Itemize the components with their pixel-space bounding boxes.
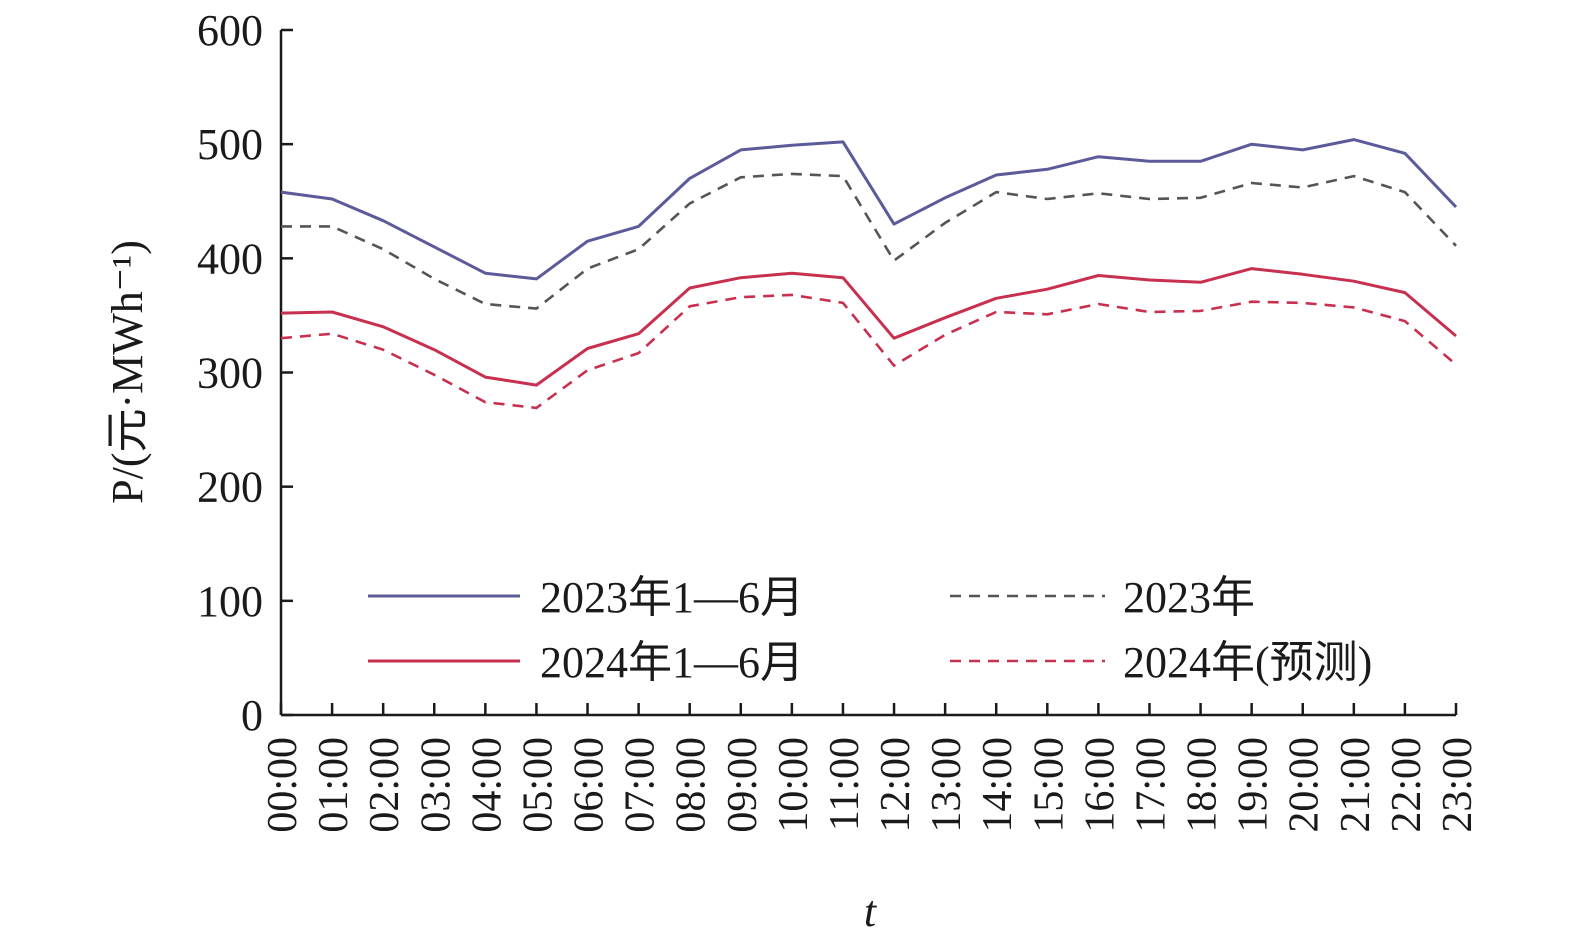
- legend-label-0: 2023年1—6月: [540, 573, 804, 622]
- y-axis-title: P/(元·MWh⁻¹): [103, 240, 152, 504]
- x-tick-label: 21:00: [1333, 737, 1379, 833]
- series-layer: [280, 138, 1458, 410]
- x-tick-label: 17:00: [1128, 737, 1174, 833]
- legend-label-1: 2024年1—6月: [540, 638, 804, 687]
- x-tick-label: 23:00: [1435, 737, 1481, 833]
- x-tick-label: 08:00: [669, 737, 715, 833]
- x-tick-label: 15:00: [1026, 737, 1072, 833]
- y-tick-label: 300: [197, 349, 263, 398]
- y-tick-label: 0: [241, 691, 263, 740]
- y-tick-label: 400: [197, 234, 263, 283]
- y-tick-label: 200: [197, 463, 263, 512]
- x-tick-label: 20:00: [1282, 737, 1328, 833]
- x-tick-label: 06:00: [567, 737, 613, 833]
- x-tick-label: 04:00: [464, 737, 510, 833]
- x-tick-label: 01:00: [311, 737, 357, 833]
- x-tick-label: 03:00: [413, 737, 459, 833]
- y-axis: 0 100 200 300 400 500 600: [197, 6, 293, 740]
- x-tick-label: 12:00: [873, 737, 919, 833]
- x-tick-label: 16:00: [1077, 737, 1123, 833]
- x-tick-label: 11:00: [822, 737, 868, 831]
- series-line-2: [281, 172, 1457, 310]
- legend-label-2: 2023年: [1123, 573, 1255, 622]
- legend-label-3: 2024年(预测): [1123, 638, 1372, 687]
- series-line-0: [280, 138, 1458, 281]
- x-tick-label: 05:00: [515, 737, 561, 833]
- x-tick-label: 18:00: [1180, 737, 1226, 833]
- x-tick-label: 07:00: [618, 737, 664, 833]
- series-line-3: [280, 293, 1457, 410]
- x-tick-label: 00:00: [260, 737, 306, 833]
- x-axis: 00:00 01:00 02:00 03:00 04:00 05:00 06:00 07:00…: [260, 703, 1481, 833]
- x-tick-label: 14:00: [975, 737, 1021, 833]
- series-line-1: [280, 267, 1457, 387]
- x-tick-label: 10:00: [771, 737, 817, 833]
- y-tick-label: 600: [197, 6, 263, 55]
- x-tick-label: 19:00: [1231, 737, 1277, 833]
- x-tick-label: 02:00: [362, 737, 408, 833]
- x-tick-label: 22:00: [1384, 737, 1430, 833]
- x-axis-title: t: [864, 887, 878, 936]
- legend: 2023年1—6月 2023年 2024年1—6月 2024年(预测): [368, 573, 1372, 687]
- x-tick-label: 13:00: [924, 737, 970, 833]
- y-tick-label: 100: [197, 577, 263, 626]
- x-tick-label: 09:00: [720, 737, 766, 833]
- y-tick-label: 500: [197, 120, 263, 169]
